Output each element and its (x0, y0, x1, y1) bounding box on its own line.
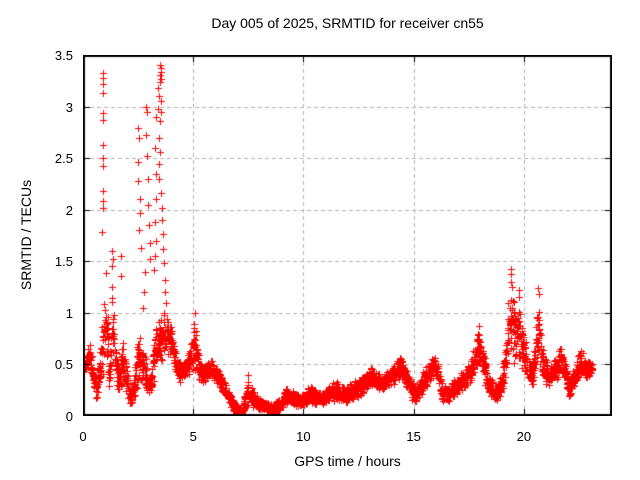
y-tick-label: 0 (65, 409, 73, 424)
y-tick-label: 3 (65, 99, 73, 115)
y-tick-label: 2.5 (54, 151, 73, 167)
chart-title: Day 005 of 2025, SRMTID for receiver cn5… (211, 15, 484, 31)
y-tick-label: 1.5 (54, 254, 73, 270)
x-tick-label: 5 (189, 429, 197, 444)
x-axis-label: GPS time / hours (294, 453, 401, 469)
plot-area (83, 55, 612, 416)
y-tick-label: 3.5 (54, 48, 73, 63)
y-tick-label: 0.5 (54, 357, 73, 373)
x-tick-label: 0 (79, 429, 87, 444)
x-tick-label: 20 (516, 429, 532, 444)
x-tick-label: 10 (296, 429, 311, 444)
y-axis-label: SRMTID / TECUs (18, 179, 34, 291)
y-tick-label: 2 (65, 202, 73, 218)
y-tick-label: 1 (65, 305, 73, 321)
scatter-canvas (83, 55, 612, 416)
x-tick-label: 15 (406, 429, 421, 444)
